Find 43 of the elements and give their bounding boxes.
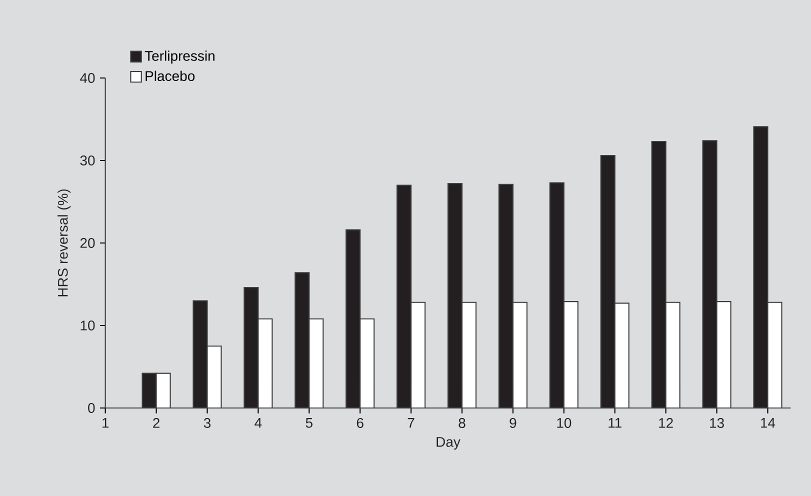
x-tick-label: 4 [254, 418, 262, 428]
y-axis-title: HRS reversal (%) [58, 189, 71, 296]
bar [411, 302, 426, 408]
x-tick-label: 11 [608, 418, 622, 428]
x-tick-label: 7 [408, 418, 414, 428]
bar [156, 373, 170, 408]
x-tick-label: 5 [306, 418, 312, 428]
bar [397, 185, 412, 408]
x-tick-label: 9 [510, 418, 516, 428]
y-tick-label: 10 [80, 320, 95, 330]
bar [550, 182, 564, 408]
y-tick-label: 0 [88, 403, 95, 413]
bar [295, 272, 310, 408]
y-tick-label: 20 [80, 238, 95, 248]
bar [600, 156, 615, 408]
x-tick-label: 14 [761, 418, 776, 428]
bar [244, 288, 258, 408]
bar [360, 318, 374, 408]
x-tick-label: 10 [557, 418, 572, 428]
legend-label: Terlipressin [144, 50, 214, 64]
bar [614, 303, 629, 408]
bar [448, 184, 462, 408]
bar [652, 142, 666, 408]
bar [512, 302, 527, 408]
bar [142, 373, 156, 408]
bar [498, 184, 513, 408]
x-tick-label: 1 [102, 418, 109, 428]
x-tick-label: 3 [204, 418, 211, 428]
y-tick-label: 40 [80, 73, 95, 83]
x-tick-label: 13 [710, 418, 724, 428]
bar [346, 230, 360, 408]
legend-label: Placebo [146, 70, 195, 82]
x-tick-label: 8 [458, 418, 466, 428]
y-tick-label: 30 [80, 156, 95, 166]
bar [258, 318, 272, 408]
bar [462, 302, 476, 408]
bar [564, 302, 578, 408]
bar [666, 302, 680, 408]
x-tick-label: 6 [356, 418, 364, 428]
x-tick-label: 12 [659, 418, 673, 428]
x-tick-label: 2 [153, 418, 160, 428]
bar [309, 318, 324, 408]
x-axis-title: Day [436, 437, 460, 450]
